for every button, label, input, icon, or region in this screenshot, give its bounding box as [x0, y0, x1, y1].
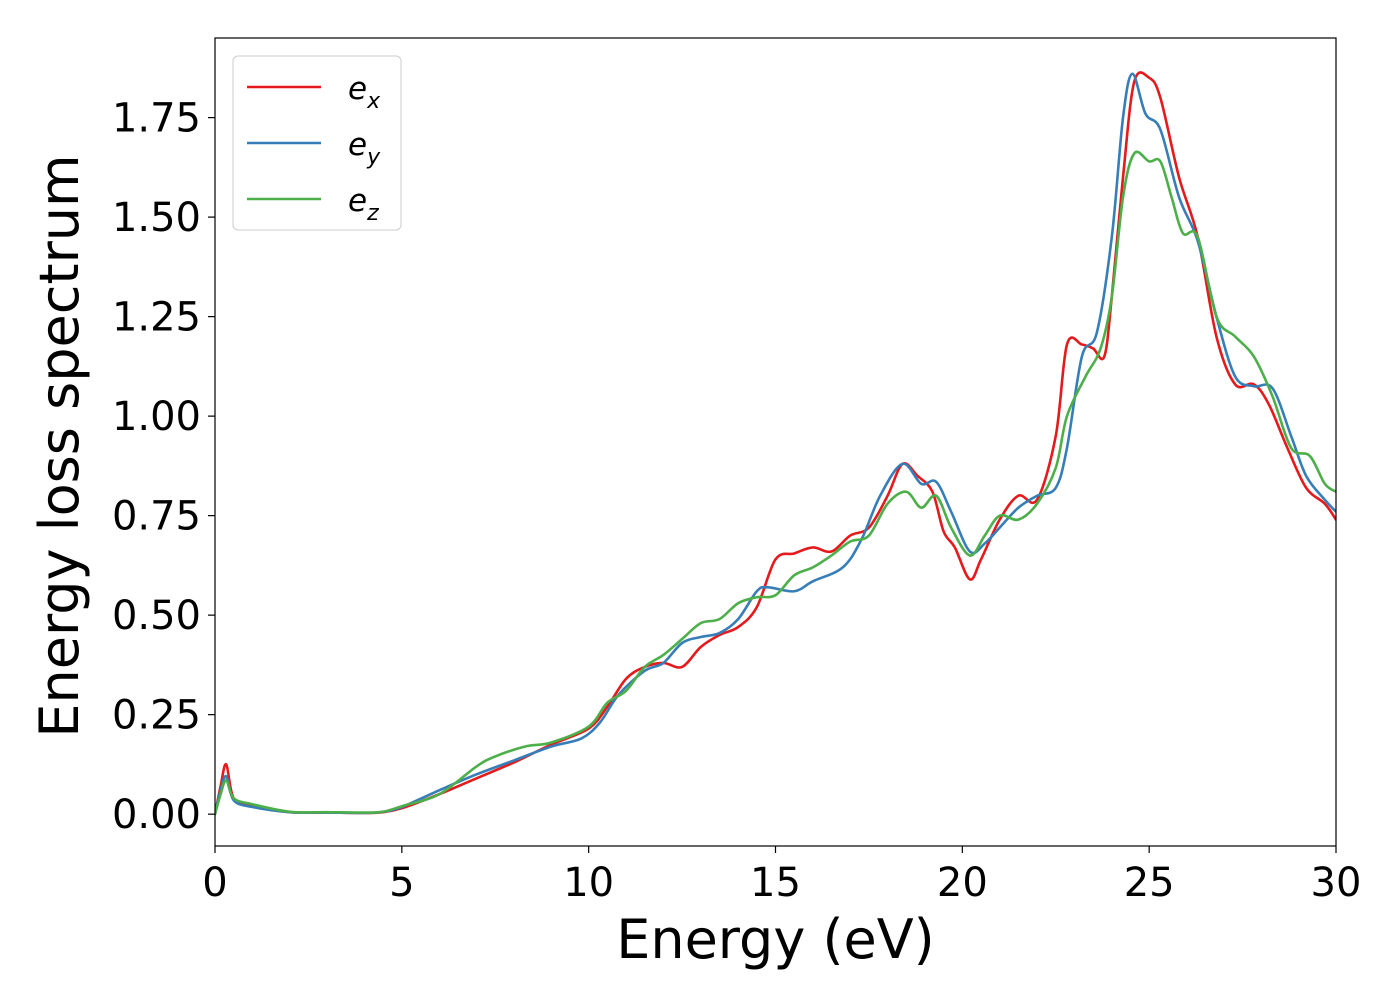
legend-label-z: ez	[348, 183, 379, 226]
series-layer	[215, 71, 1336, 816]
y-axis-ticks: 0.00 0.25 0.50 0.75 1.00 1.25 1.50 1.75	[112, 96, 215, 838]
legend-label-y: ey	[348, 127, 381, 170]
x-tick-label: 5	[389, 860, 414, 906]
y-axis-label: Energy loss spectrum	[28, 154, 91, 737]
x-tick-label: 25	[1124, 860, 1175, 906]
series-line-z	[215, 150, 1336, 816]
y-tick-label: 1.25	[112, 295, 201, 341]
x-axis-label: Energy (eV)	[616, 908, 935, 971]
series-line-y	[215, 72, 1336, 816]
y-tick-label: 0.25	[112, 693, 201, 739]
x-tick-label: 0	[202, 860, 227, 906]
x-tick-label: 10	[563, 860, 614, 906]
y-tick-label: 1.00	[112, 394, 201, 440]
y-tick-label: 0.50	[112, 593, 201, 639]
y-tick-label: 0.00	[112, 792, 201, 838]
y-tick-label: 1.75	[112, 96, 201, 142]
y-tick-label: 1.50	[112, 195, 201, 241]
x-tick-label: 15	[750, 860, 801, 906]
legend: ex ey ez	[232, 55, 402, 231]
legend-label-x: ex	[348, 71, 381, 114]
x-tick-label: 30	[1311, 860, 1362, 906]
x-tick-label: 20	[937, 860, 988, 906]
x-axis-ticks: 0 5 10 15 20 25 30	[202, 846, 1361, 906]
y-tick-label: 0.75	[112, 494, 201, 540]
